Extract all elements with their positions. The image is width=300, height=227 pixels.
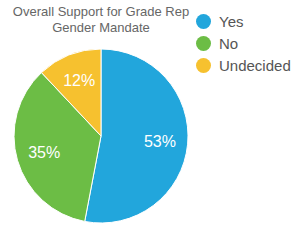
html-text:No: No	[219, 34, 239, 52]
html-text:Overall Support for Grade Rep: Overall Support for Grade Rep Gender Man…	[12, 4, 190, 35]
html-text:Undecided: Undecided	[219, 56, 291, 74]
svg-text:53%: 53%	[144, 133, 176, 150]
svg-text:12%: 12%	[63, 72, 95, 89]
svg-text:35%: 35%	[28, 144, 60, 161]
html-text:Yes: Yes	[219, 12, 244, 30]
